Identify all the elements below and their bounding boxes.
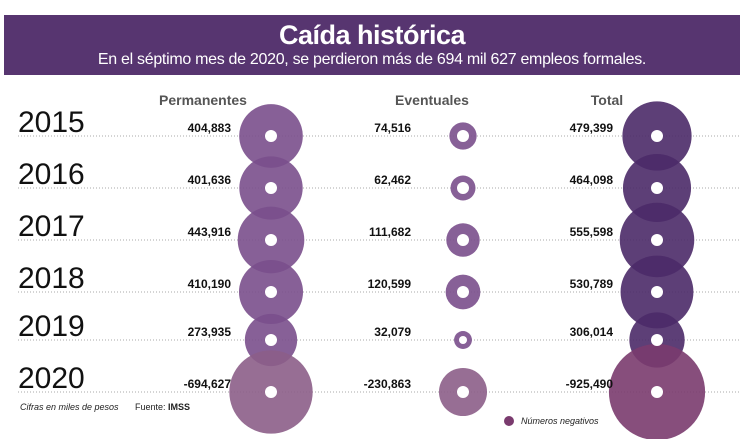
value-label: 32,079 <box>374 325 411 339</box>
bubble-center-dot <box>457 234 469 246</box>
bubble-center-dot <box>651 182 663 194</box>
year-label: 2019 <box>18 310 85 343</box>
value-label: 74,516 <box>374 121 411 135</box>
value-label: 401,636 <box>188 173 232 187</box>
value-label: 62,462 <box>374 173 411 187</box>
bubble-center-dot <box>265 130 277 142</box>
bubble-center-dot <box>457 386 469 398</box>
source-name: IMSS <box>168 402 191 412</box>
value-label: -230,863 <box>364 377 412 391</box>
value-label: 111,682 <box>369 225 411 239</box>
year-label: 2018 <box>18 262 85 295</box>
source-prefix: Fuente: <box>135 402 169 412</box>
value-label: 306,014 <box>570 325 614 339</box>
chart-subtitle: En el séptimo mes de 2020, se perdieron … <box>97 51 647 68</box>
bubble-center-dot <box>265 334 277 346</box>
year-label: 2015 <box>18 106 85 139</box>
legend-label: Números negativos <box>521 416 599 426</box>
units-note: Cifras en miles de pesos <box>20 402 119 412</box>
bubble-center-dot <box>651 234 663 246</box>
column-header: Eventuales <box>395 92 469 108</box>
year-label: 2016 <box>18 158 85 191</box>
source-note: Fuente: IMSS <box>135 402 190 412</box>
bubble-center-dot <box>265 386 277 398</box>
chart-title: Caída histórica <box>278 20 466 50</box>
value-label: -694,627 <box>184 377 232 391</box>
bubble-center-dot <box>651 334 663 346</box>
bubble-center-dot <box>651 286 663 298</box>
bubble-center-dot <box>457 286 469 298</box>
value-label: 479,399 <box>570 121 614 135</box>
value-label: 443,916 <box>188 225 232 239</box>
legend-swatch <box>504 416 514 426</box>
value-label: 273,935 <box>188 325 232 339</box>
column-header: Total <box>591 92 623 108</box>
value-label: 530,789 <box>570 277 614 291</box>
bubble-center-dot <box>457 130 469 142</box>
value-label: 410,190 <box>188 277 232 291</box>
bubble-center-dot <box>265 182 277 194</box>
year-label: 2017 <box>18 210 85 243</box>
bubble-center-dot <box>265 286 277 298</box>
column-header: Permanentes <box>159 92 247 108</box>
value-label: 120,599 <box>368 277 412 291</box>
value-label: 464,098 <box>570 173 614 187</box>
value-label: 404,883 <box>188 121 232 135</box>
bubble-center-dot <box>457 182 469 194</box>
bubble-center-dot <box>265 234 277 246</box>
header-banner: Caída histórica En el séptimo mes de 202… <box>4 15 740 75</box>
bubble-center-dot <box>651 386 663 398</box>
bubble-center-dot <box>651 130 663 142</box>
value-label: 555,598 <box>570 225 614 239</box>
bubble-center-dot <box>459 336 467 344</box>
value-label: -925,490 <box>566 377 614 391</box>
year-label: 2020 <box>18 362 85 395</box>
